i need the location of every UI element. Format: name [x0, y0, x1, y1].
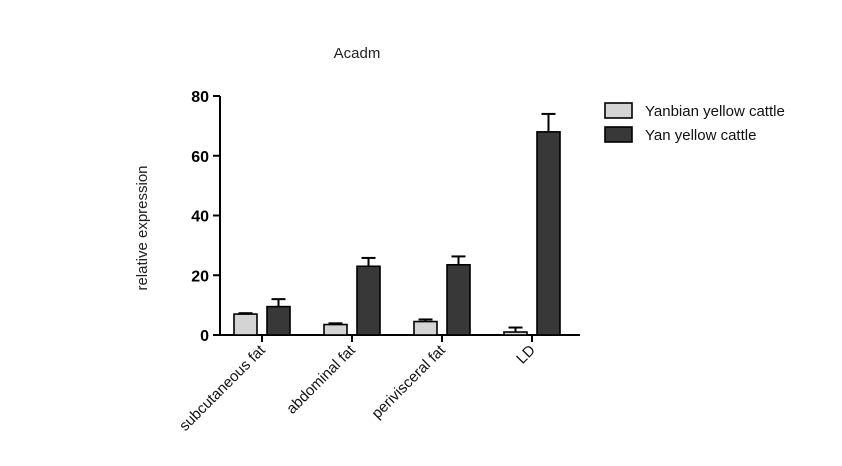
- y-tick-label: 80: [191, 89, 209, 106]
- legend-swatch-yanbian: [604, 102, 633, 119]
- bar-yan-2: [446, 263, 471, 336]
- legend: Yanbian yellow cattle Yan yellow cattle: [604, 102, 785, 144]
- legend-swatch-yan: [604, 126, 633, 143]
- x-tick-label: LD: [513, 342, 539, 368]
- y-tick-label: 0: [200, 328, 209, 345]
- legend-label-yanbian: Yanbian yellow cattle: [645, 103, 785, 120]
- y-tick-label: 20: [191, 268, 209, 285]
- plot-area: 0 20 40 60 80 subcutaneous fat abdominal fat pe…: [176, 89, 580, 435]
- bar-yan-0: [266, 305, 291, 336]
- y-tick-label: 60: [191, 149, 209, 166]
- chart-title: Acadm: [334, 45, 381, 62]
- bar-yanbian-0: [233, 313, 258, 336]
- bar-yanbian-1: [323, 323, 348, 336]
- bar-yan-1: [356, 265, 381, 336]
- y-axis-label: relative expression: [134, 165, 151, 290]
- legend-label-yan: Yan yellow cattle: [645, 127, 756, 144]
- y-tick-label: 40: [191, 209, 209, 226]
- bar-yanbian-2: [413, 320, 438, 336]
- bar-yan-3: [536, 131, 561, 336]
- bar-yanbian-3: [503, 331, 528, 336]
- x-tick-label: abdominal fat: [283, 341, 359, 417]
- x-tick-label: subcutaneous fat: [176, 341, 269, 434]
- x-tick-label: perivisceral fat: [368, 341, 449, 422]
